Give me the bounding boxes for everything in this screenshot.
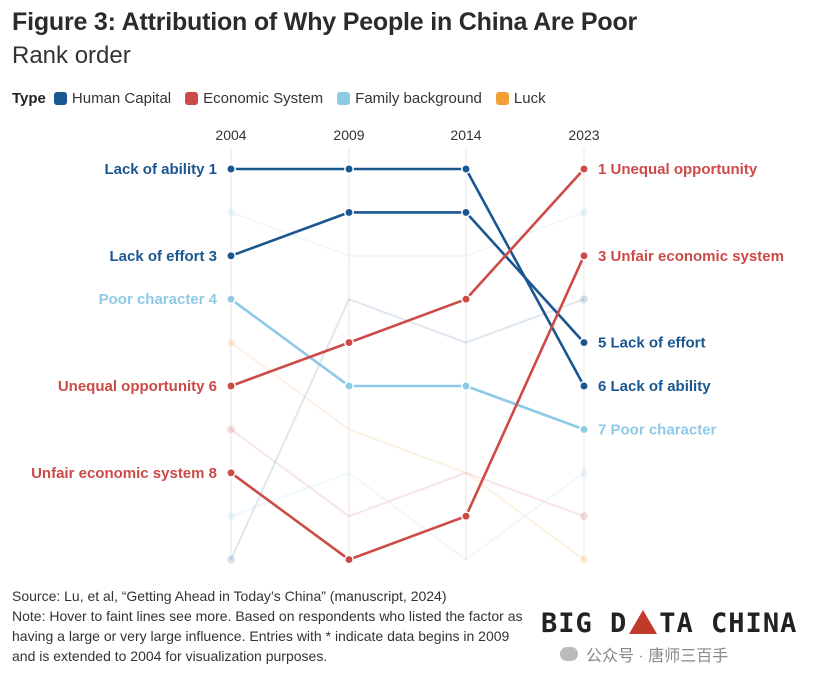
x-tick-label: 2004 (215, 127, 246, 143)
series-line (230, 255, 586, 561)
x-tick-label: 2009 (333, 127, 364, 143)
brand-left-text: BIG D (541, 608, 628, 639)
series-end-label: 7 Poor character (598, 421, 717, 438)
series-start-label: Unfair economic system 8 (31, 465, 217, 482)
data-point (579, 164, 589, 174)
series-end-label: 6 Lack of ability (598, 378, 711, 395)
series-start-label: Unequal opportunity 6 (58, 378, 217, 395)
legend-item-human-capital[interactable]: Human Capital (53, 90, 172, 107)
data-point (344, 164, 354, 174)
data-point (226, 381, 236, 391)
data-point (579, 424, 589, 435)
legend-swatch (495, 92, 509, 105)
faint-data-point (580, 555, 588, 564)
series-end-label: 3 Unfair economic system (598, 248, 784, 265)
faint-series-line[interactable] (230, 211, 585, 257)
data-point (226, 467, 236, 478)
data-point (461, 381, 471, 391)
legend: Type Human Capital Economic System Famil… (12, 90, 560, 107)
legend-item-label: Family background (355, 90, 482, 107)
data-point (579, 381, 589, 391)
slope-chart: 2004 2009 2014 2023 Lack of ability 1 6 Lack … (31, 127, 784, 565)
faint-data-point (580, 295, 588, 304)
chart-title: Figure 3: Attribution of Why People in C… (12, 8, 638, 36)
data-point (461, 294, 471, 305)
watermark: 公众号 · 唐师三百手 (560, 642, 728, 666)
brand-right-text: TA CHINA (659, 608, 798, 639)
legend-label: Type (12, 90, 46, 107)
series-start-label: Lack of effort 3 (109, 248, 217, 265)
data-point (226, 250, 236, 261)
data-point (579, 250, 589, 261)
source-note: Source: Lu, et al, “Getting Ahead in Tod… (12, 588, 447, 604)
faint-series-line[interactable] (230, 471, 585, 561)
faint-data-point (227, 512, 235, 521)
series-end-label: 5 Lack of effort (598, 335, 706, 352)
wechat-icon (560, 647, 578, 661)
data-point (344, 381, 354, 391)
series-line (231, 167, 586, 387)
data-point (344, 207, 354, 218)
legend-item-label: Luck (513, 90, 546, 107)
faint-data-point (580, 468, 588, 477)
legend-swatch (185, 92, 199, 105)
faint-series-line[interactable] (230, 428, 585, 518)
faint-data-point (580, 208, 588, 217)
data-point (344, 337, 354, 348)
data-point (461, 164, 471, 174)
series-start-label: Poor character 4 (99, 291, 218, 308)
data-point (461, 511, 471, 522)
faint-data-point (227, 208, 235, 217)
data-point (344, 554, 354, 565)
chart-subtitle: Rank order (12, 42, 131, 69)
data-point (579, 337, 589, 348)
faint-data-point (227, 425, 235, 434)
faint-data-point (580, 512, 588, 521)
legend-item-economic-system[interactable]: Economic System (185, 90, 323, 107)
brand-logo: BIG D TA CHINA (541, 608, 797, 639)
series-end-label: 1 Unequal opportunity (598, 161, 758, 178)
legend-swatch (53, 92, 67, 105)
x-tick-label: 2023 (568, 127, 599, 143)
chart-footer: Source: Lu, et al, “Getting Ahead in Tod… (12, 586, 532, 666)
legend-swatch (337, 92, 351, 105)
faint-data-point (227, 555, 235, 564)
legend-item-label: Human Capital (71, 90, 172, 107)
series-line (230, 298, 585, 431)
methodology-note: Note: Hover to faint lines see more. Bas… (12, 608, 523, 664)
data-point (226, 164, 236, 174)
series-line (230, 168, 585, 388)
watermark-text: 公众号 · 唐师三百手 (586, 648, 729, 665)
x-tick-label: 2014 (450, 127, 481, 143)
legend-item-label: Economic System (203, 90, 324, 107)
data-point (226, 294, 236, 305)
legend-item-luck[interactable]: Luck (495, 90, 546, 107)
faint-data-point (227, 338, 235, 347)
data-point (461, 207, 471, 218)
brand-triangle-icon (629, 610, 658, 634)
series-line (230, 211, 585, 344)
series-start-label: Lack of ability 1 (104, 161, 217, 178)
legend-item-family-background[interactable]: Family background (337, 90, 482, 107)
faint-series-line[interactable] (230, 341, 585, 561)
